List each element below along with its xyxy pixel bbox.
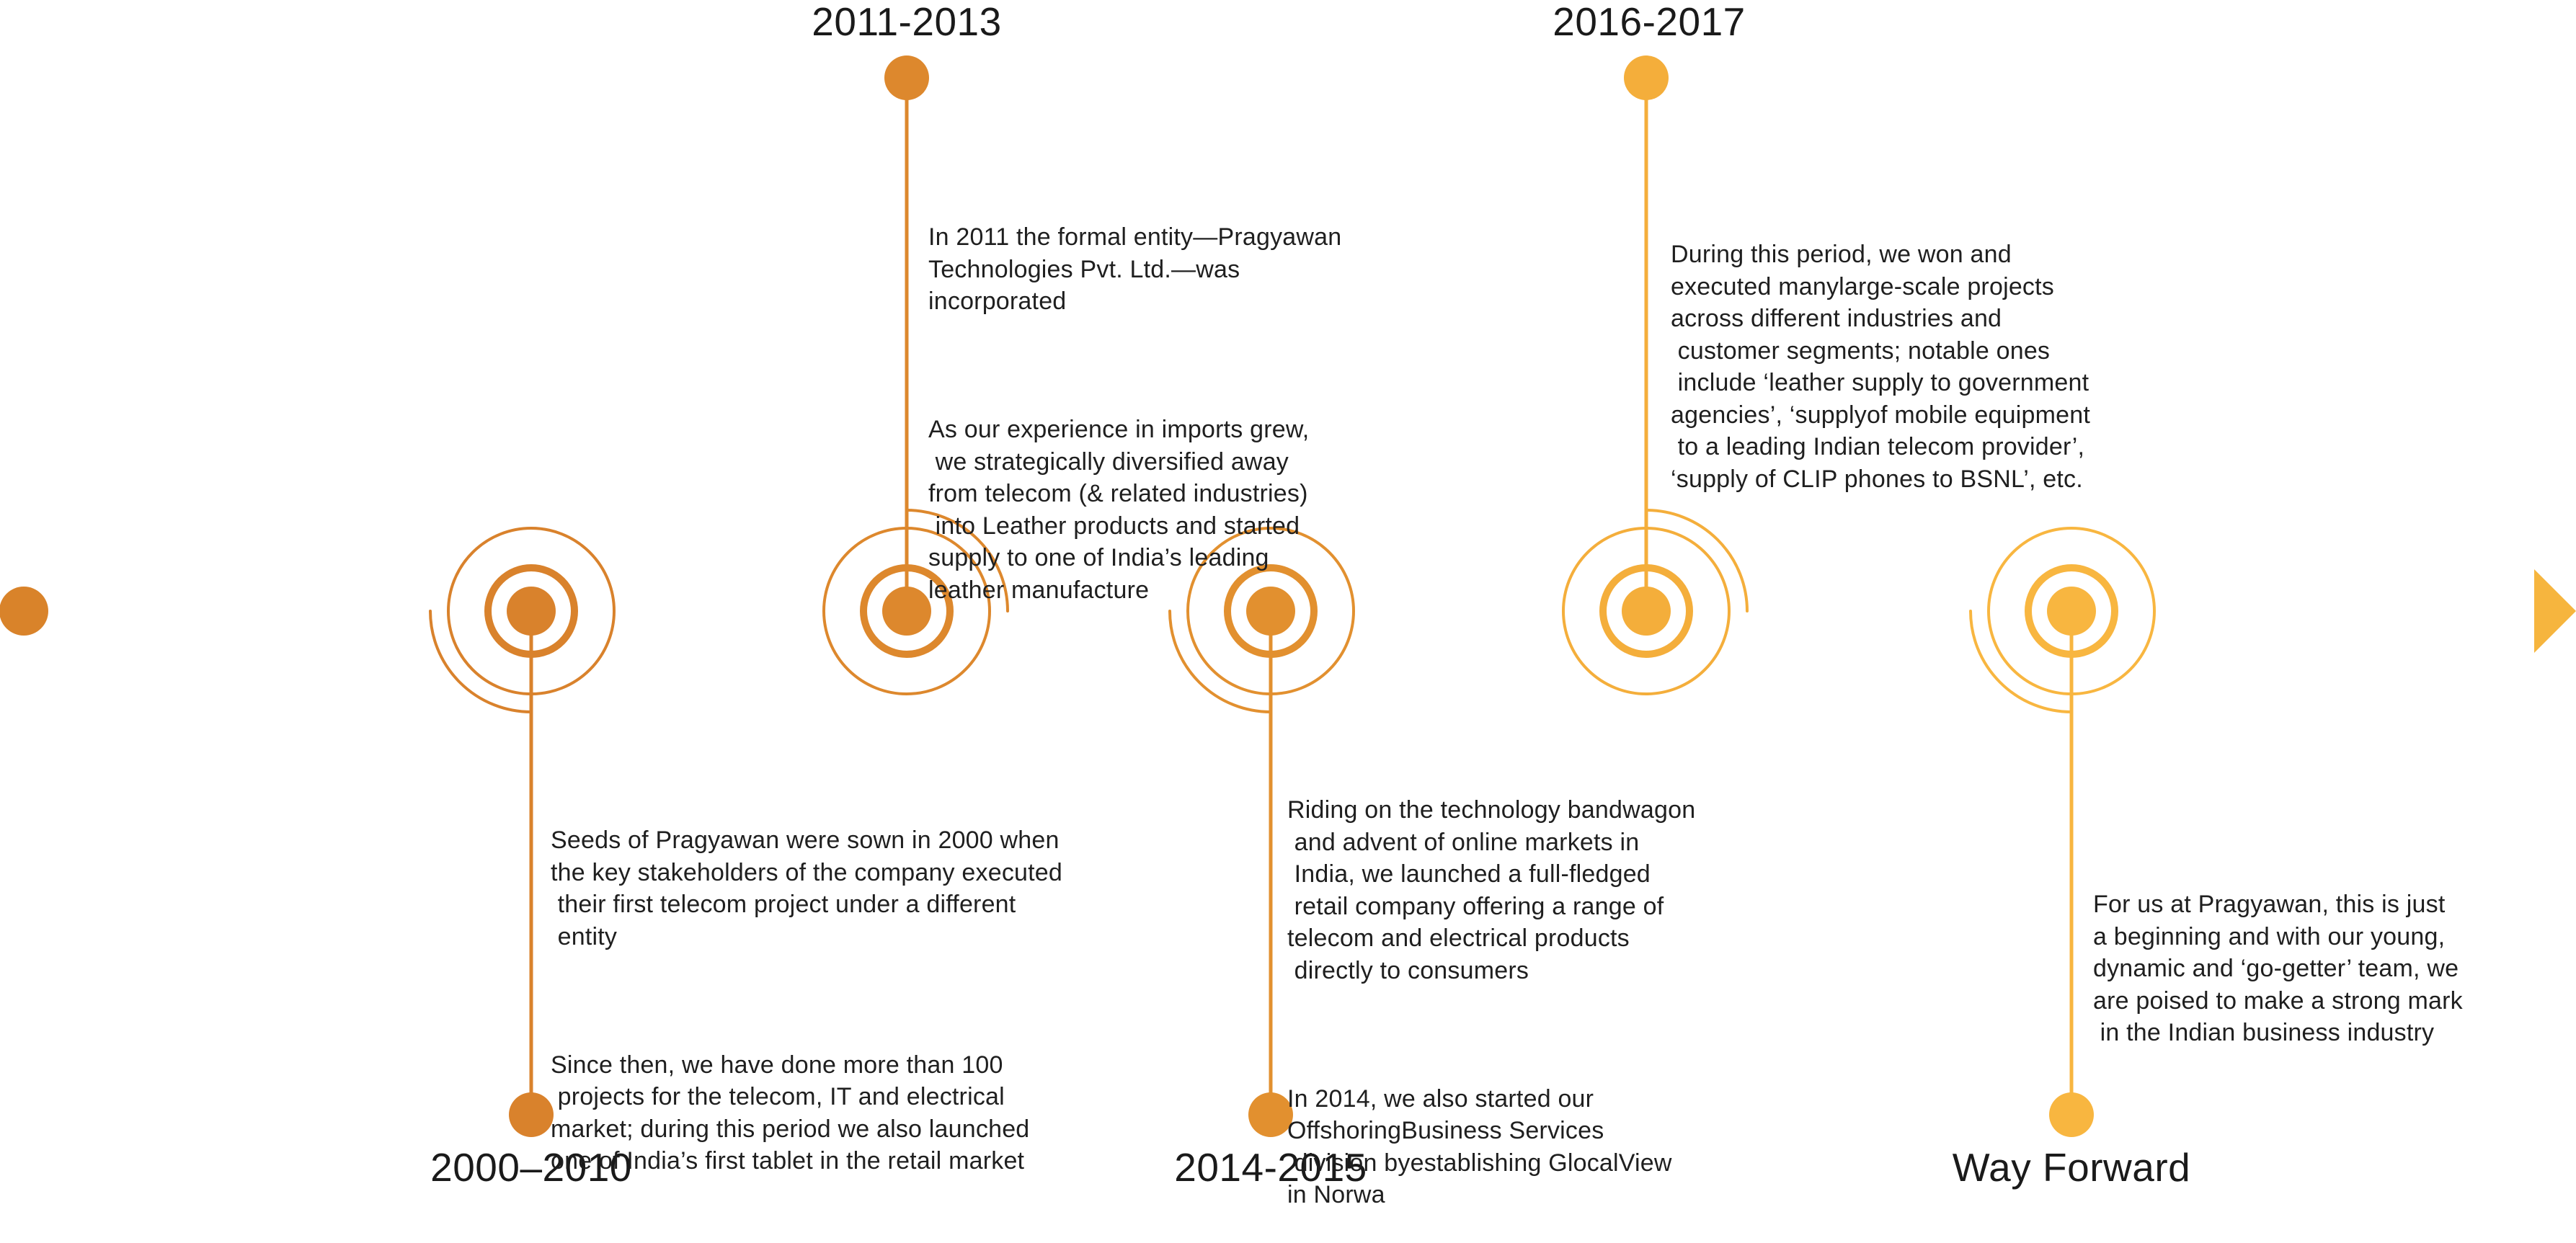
period-label-2014-2015: 2014-2015 [1174,1145,1367,1190]
milestone-description-way-forward: For us at Pragyawan, this is just a begi… [2093,824,2463,1081]
period-label-2011-2013: 2011-2013 [812,0,1002,44]
description-paragraph: Riding on the technology bandwagon and a… [1287,796,1696,984]
description-paragraph: Seeds of Pragyawan were sown in 2000 whe… [551,827,1063,950]
milestone-marker-way-forward [1969,527,2156,1137]
timeline-arrowhead [2534,569,2576,653]
milestone-marker-2016-2017 [1562,55,1749,695]
milestone-marker-2011-2013 [822,55,1009,695]
milestone-description-2011-2013: In 2011 the formal entity—Pragyawan Tech… [928,157,1341,638]
milestone-description-2000-2010: Seeds of Pragyawan were sown in 2000 whe… [551,760,1062,1209]
description-paragraph: During this period, we won and executed … [1671,241,2090,493]
description-paragraph: For us at Pragyawan, this is just a begi… [2093,891,2463,1046]
milestone-marker-2014-2015 [1168,527,1355,1137]
period-label-2016-2017: 2016-2017 [1553,0,1746,44]
timeline-diagram [0,55,2576,1137]
milestone-description-2016-2017: During this period, we won and executed … [1671,174,2090,527]
period-label-2000-2010: 2000–2010 [430,1145,632,1190]
milestone-marker-2000-2010 [429,527,616,1137]
timeline-start-dot [0,587,48,636]
description-paragraph: As our experience in imports grew, we st… [928,416,1310,604]
milestone-description-2014-2015: Riding on the technology bandwagon and a… [1287,730,1695,1243]
description-paragraph: Since then, we have done more than 100 p… [551,1051,1030,1175]
description-paragraph: In 2014, we also started our OffshoringB… [1287,1084,1672,1209]
description-paragraph: In 2011 the formal entity—Pragyawan Tech… [928,223,1342,315]
period-label-way-forward: Way Forward [1952,1145,2191,1190]
